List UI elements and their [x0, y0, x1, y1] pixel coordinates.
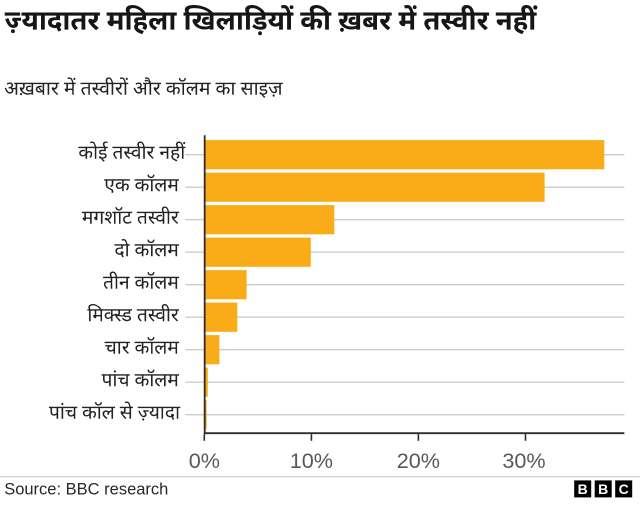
svg-text:0%: 0% [189, 448, 220, 473]
svg-text:B: B [598, 481, 608, 497]
svg-text:C: C [619, 481, 629, 497]
svg-text:30%: 30% [502, 448, 545, 473]
svg-text:20%: 20% [397, 448, 440, 473]
svg-text:Source: BBC research: Source: BBC research [4, 480, 168, 498]
svg-text:10%: 10% [290, 448, 333, 473]
svg-text:B: B [578, 481, 588, 497]
